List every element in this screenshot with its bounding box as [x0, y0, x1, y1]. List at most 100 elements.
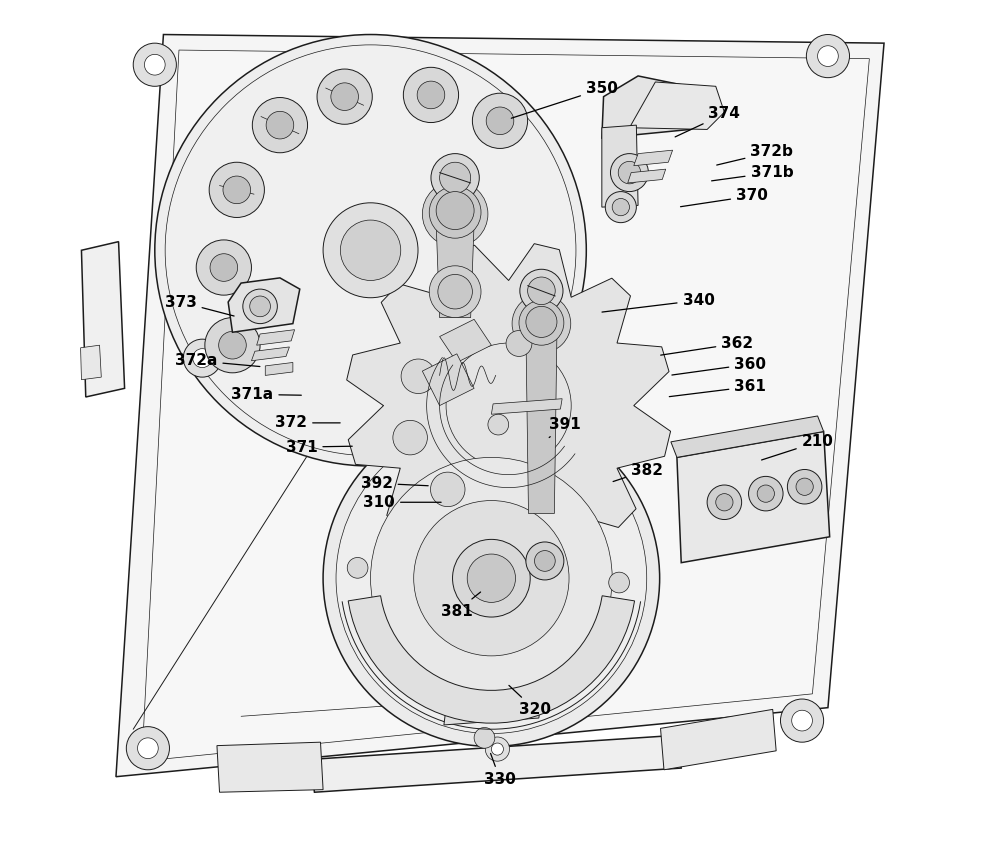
Circle shape — [414, 501, 569, 656]
Polygon shape — [310, 735, 681, 792]
Polygon shape — [440, 319, 491, 362]
Circle shape — [323, 410, 660, 746]
Circle shape — [422, 181, 488, 247]
Polygon shape — [526, 331, 557, 513]
Polygon shape — [217, 742, 323, 792]
Circle shape — [317, 69, 372, 124]
Text: 372: 372 — [275, 415, 340, 431]
Polygon shape — [661, 709, 776, 770]
Circle shape — [526, 542, 564, 580]
Polygon shape — [251, 347, 289, 361]
Circle shape — [347, 557, 368, 578]
Circle shape — [488, 414, 509, 435]
Circle shape — [520, 269, 563, 312]
Circle shape — [438, 274, 472, 309]
Circle shape — [749, 476, 783, 511]
Circle shape — [806, 35, 850, 78]
Circle shape — [383, 280, 634, 531]
Circle shape — [787, 469, 822, 504]
Circle shape — [223, 176, 251, 204]
Polygon shape — [228, 278, 300, 332]
Polygon shape — [677, 432, 830, 563]
Text: 392: 392 — [361, 476, 428, 491]
Circle shape — [429, 266, 481, 318]
Text: 330: 330 — [484, 753, 516, 787]
Circle shape — [440, 162, 471, 193]
Circle shape — [393, 420, 427, 455]
Circle shape — [183, 339, 221, 377]
Polygon shape — [444, 697, 541, 725]
Circle shape — [243, 289, 277, 324]
Text: 382: 382 — [613, 463, 663, 482]
Text: 373: 373 — [165, 294, 234, 316]
Circle shape — [757, 485, 774, 502]
Circle shape — [528, 277, 555, 305]
Circle shape — [519, 300, 564, 345]
Polygon shape — [257, 330, 295, 345]
Circle shape — [193, 349, 212, 368]
Circle shape — [526, 306, 557, 337]
Circle shape — [436, 192, 474, 230]
Circle shape — [610, 154, 648, 192]
Circle shape — [209, 162, 264, 217]
Polygon shape — [347, 243, 671, 568]
Circle shape — [126, 727, 169, 770]
Circle shape — [144, 54, 165, 75]
Circle shape — [252, 98, 308, 153]
Text: 371: 371 — [286, 439, 352, 455]
Circle shape — [485, 737, 509, 761]
Circle shape — [535, 551, 555, 571]
Text: 340: 340 — [602, 293, 714, 312]
Circle shape — [472, 93, 528, 148]
Circle shape — [331, 83, 358, 110]
Polygon shape — [634, 150, 673, 166]
Text: 362: 362 — [661, 336, 753, 356]
Circle shape — [609, 572, 629, 593]
Circle shape — [467, 554, 516, 602]
Circle shape — [155, 35, 586, 466]
Polygon shape — [629, 82, 724, 129]
Circle shape — [417, 81, 445, 109]
Circle shape — [618, 161, 641, 184]
Text: 374: 374 — [675, 106, 740, 137]
Circle shape — [446, 343, 571, 468]
Circle shape — [605, 192, 636, 223]
Circle shape — [716, 494, 733, 511]
Circle shape — [196, 240, 251, 295]
Circle shape — [512, 294, 571, 353]
Text: 370: 370 — [681, 188, 768, 207]
Polygon shape — [81, 242, 125, 397]
Circle shape — [792, 710, 812, 731]
Circle shape — [210, 254, 238, 281]
Polygon shape — [422, 354, 474, 406]
Polygon shape — [348, 595, 635, 723]
Circle shape — [165, 45, 576, 456]
Circle shape — [818, 46, 838, 66]
Text: 361: 361 — [669, 379, 766, 397]
Circle shape — [403, 67, 459, 123]
Circle shape — [491, 743, 503, 755]
Polygon shape — [628, 169, 666, 183]
Circle shape — [371, 457, 612, 699]
Circle shape — [219, 331, 246, 359]
Polygon shape — [81, 345, 101, 380]
Polygon shape — [436, 223, 474, 318]
Text: 360: 360 — [672, 356, 766, 375]
Text: 371a: 371a — [231, 387, 301, 402]
Polygon shape — [602, 76, 705, 138]
Text: 320: 320 — [509, 685, 551, 717]
Polygon shape — [671, 416, 824, 457]
Text: 391: 391 — [549, 417, 581, 438]
Text: 350: 350 — [511, 81, 618, 118]
Circle shape — [796, 478, 813, 495]
Circle shape — [474, 728, 495, 748]
Polygon shape — [602, 125, 638, 207]
Circle shape — [506, 331, 532, 356]
Polygon shape — [116, 35, 884, 777]
Circle shape — [205, 318, 260, 373]
Circle shape — [138, 738, 158, 759]
Text: 310: 310 — [363, 494, 441, 510]
Circle shape — [266, 111, 294, 139]
Circle shape — [453, 539, 530, 617]
Polygon shape — [265, 362, 293, 375]
